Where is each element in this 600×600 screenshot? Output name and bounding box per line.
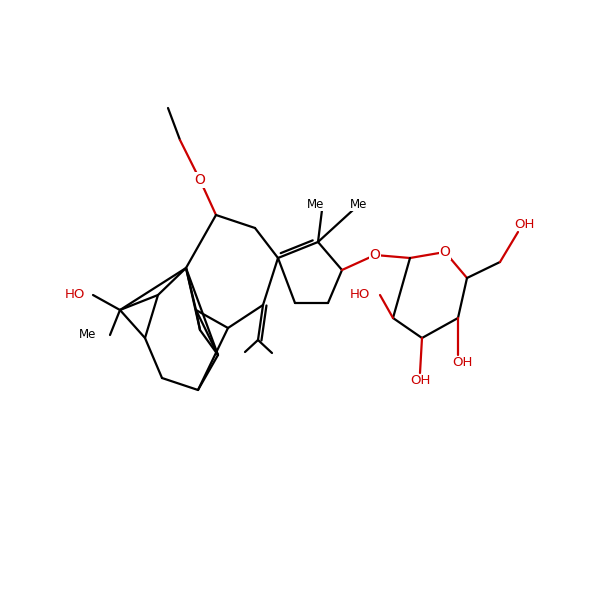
Text: HO: HO	[65, 289, 85, 301]
Text: Me: Me	[350, 197, 368, 211]
Text: HO: HO	[350, 289, 370, 301]
Text: O: O	[194, 173, 205, 187]
Text: Me: Me	[307, 197, 325, 211]
Text: O: O	[370, 248, 380, 262]
Text: OH: OH	[452, 356, 472, 370]
Text: Me: Me	[79, 329, 96, 341]
Text: OH: OH	[514, 217, 534, 230]
Text: O: O	[440, 245, 451, 259]
Text: OH: OH	[410, 374, 430, 388]
